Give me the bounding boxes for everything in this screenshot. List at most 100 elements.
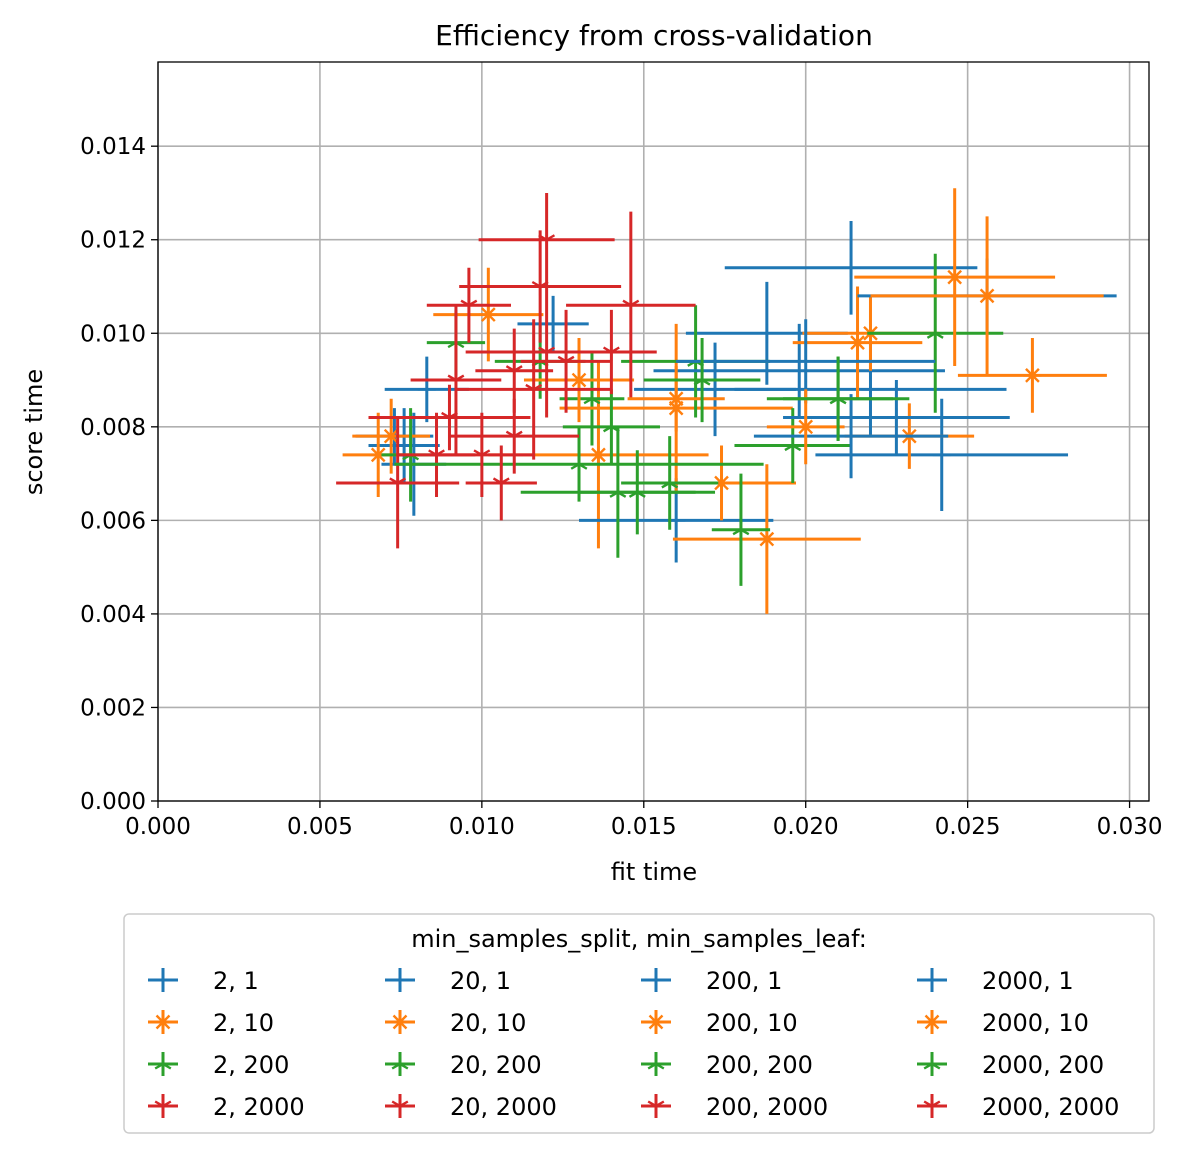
legend-symbol [917,1094,947,1118]
plus-marker [757,324,776,343]
x-tick-label: 0.030 [1097,814,1163,840]
y-tick-label: 0.010 [80,321,146,347]
legend-symbol [385,1010,415,1034]
legend-symbol [148,1094,178,1118]
tri_up-marker [570,455,588,470]
legend-label: 2, 10 [213,1009,274,1037]
legend-label: 200, 10 [706,1009,798,1037]
series-20-1 [517,281,848,563]
data-point [957,337,1107,413]
y-tick-label: 0.004 [80,602,146,628]
tri_up-marker [926,324,944,339]
y-tick-label: 0.014 [80,134,146,160]
legend-label: 20, 2000 [450,1093,557,1121]
axes: 0.000 0.005 0.010 0.015 0.020 0.025 0.030 0.000… [80,134,1162,840]
data-point [520,309,612,413]
legend-label: 200, 1 [706,967,782,995]
plus-marker [706,380,725,399]
legend-entry: 20, 2000 [385,1093,557,1121]
x-axis-label: fit time [611,858,697,886]
legend-label: 2000, 2000 [982,1093,1119,1121]
plus-marker [887,408,906,427]
legend-symbol [641,968,671,992]
y-tick-label: 0.000 [80,789,146,815]
data-point [394,426,764,502]
data-point [724,221,978,315]
legend-entry: 200, 1 [641,967,782,995]
series-200-1 [653,221,1069,512]
legend-symbol [385,968,415,992]
data-point [559,351,625,446]
legend-label: 2, 1 [213,967,259,995]
data-point [753,394,949,479]
legend-entry: 200, 10 [641,1009,798,1037]
legend-entry: 2, 10 [148,1009,274,1037]
data-point [478,192,615,287]
legend-label: 2, 200 [213,1051,289,1079]
data-point [653,323,945,418]
star-marker [712,473,731,492]
data-point [433,267,544,362]
x-tick-label: 0.000 [125,814,191,840]
data-point [867,253,1004,413]
legend-symbol [917,1052,947,1076]
legend: min_samples_split, min_samples_leaf: 2, … [123,913,1155,1134]
legend-entry: 2, 200 [148,1051,289,1079]
star-marker [667,389,686,408]
data-point [352,398,431,474]
tri_down-marker [460,299,478,315]
legend-label: 200, 200 [706,1051,813,1079]
x-tick-label: 0.005 [287,814,353,840]
tri_down-marker [538,346,556,361]
data-point [430,412,534,497]
data-point [766,356,910,441]
tri_down-marker [531,280,549,296]
tri_down-marker [389,477,407,492]
series-2000-200 [562,337,910,535]
data-point [734,408,852,483]
tri_up-marker [602,417,620,433]
data-point [517,295,589,352]
data-point [475,328,554,413]
y-tick-label: 0.006 [80,508,146,534]
legend-entry: 2, 2000 [148,1093,305,1121]
legend-frame [123,913,1155,1134]
star-marker [1023,366,1042,385]
tri_up-marker [628,483,646,498]
legend-entry: 2000, 1 [917,967,1074,995]
y-tick-label: 0.012 [80,228,146,254]
y-tick-label: 0.008 [80,415,146,441]
y-tick-label: 0.002 [80,695,146,721]
series-layer [336,188,1117,614]
data-point [672,464,861,614]
data-point [455,319,612,460]
series-20-10 [523,323,861,614]
data-point [410,305,502,455]
star-marker [978,286,997,305]
data-point [426,267,512,343]
data-point [766,389,845,465]
tri_down-marker [492,477,510,492]
data-point [621,436,719,530]
plus-marker [796,352,815,371]
x-tick-label: 0.025 [935,814,1001,840]
tri_up-marker [784,436,802,452]
legend-entry: 200, 200 [641,1051,813,1079]
star-marker [369,445,388,464]
legend-label: 2000, 200 [982,1051,1104,1079]
legend-symbol [385,1094,415,1118]
data-point [336,417,460,549]
data-point [566,211,696,399]
tri_down-marker [447,374,465,390]
star-marker [796,417,815,436]
data-point [870,216,1104,376]
grid-lines [157,62,1149,802]
plus-marker [842,258,861,277]
tri_down-marker [525,383,543,399]
legend-label: 2000, 1 [982,967,1074,995]
legend-symbol [641,1010,671,1034]
star-marker [757,530,776,549]
plus-marker [417,380,436,399]
data-point [627,366,725,432]
